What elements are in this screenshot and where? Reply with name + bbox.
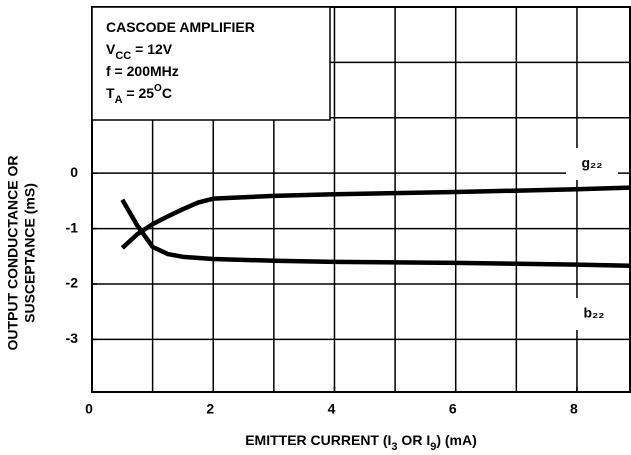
text-part: C bbox=[162, 85, 172, 101]
text-part: V bbox=[106, 41, 116, 57]
text-part: f = 200MHz bbox=[106, 63, 179, 79]
y-tick-label: -2 bbox=[66, 275, 79, 291]
series-label-bg bbox=[566, 148, 618, 180]
series-label-bg bbox=[568, 298, 620, 330]
x-tick-label: 8 bbox=[570, 401, 578, 417]
series-label: b₂₂ bbox=[584, 305, 605, 321]
annotation-box bbox=[91, 6, 331, 121]
text-part: EMITTER CURRENT (I bbox=[245, 432, 391, 448]
series-line bbox=[120, 198, 631, 268]
x-tick-label: 6 bbox=[449, 401, 457, 417]
text-part: = 25 bbox=[123, 85, 155, 101]
y-tick-label: -1 bbox=[66, 219, 79, 235]
y-axis-label: SUSCEPTANCE (mS) bbox=[22, 183, 38, 323]
text-part: A bbox=[115, 94, 123, 106]
annotation-text: VCC = 12V bbox=[106, 41, 173, 62]
text-part: = 12V bbox=[131, 41, 173, 57]
text-part: OR I bbox=[398, 432, 431, 448]
x-tick-label: 0 bbox=[85, 401, 93, 417]
x-tick-label: 4 bbox=[328, 401, 336, 417]
annotation-text: f = 200MHz bbox=[106, 63, 179, 79]
text-part: 3 bbox=[391, 441, 397, 453]
y-axis-label: OUTPUT CONDUCTANCE OR bbox=[5, 156, 21, 351]
plot-frame bbox=[91, 6, 631, 393]
text-part: CASCODE AMPLIFIER bbox=[106, 19, 255, 35]
annotation-text: CASCODE AMPLIFIER bbox=[106, 19, 255, 35]
annotation-text: TA = 25OC bbox=[106, 83, 172, 106]
text-part: 9 bbox=[430, 441, 436, 453]
y-tick-label: 0 bbox=[70, 164, 78, 180]
x-tick-label: 2 bbox=[206, 401, 214, 417]
text-part: CC bbox=[115, 50, 131, 62]
text-part: T bbox=[106, 85, 115, 101]
series-line bbox=[120, 185, 631, 250]
text-part: ) (mA) bbox=[436, 432, 476, 448]
y-tick-label: -3 bbox=[66, 330, 79, 346]
annotation-text: EMITTER CURRENT (I3 OR I9) (mA) bbox=[245, 432, 477, 453]
text-part: O bbox=[154, 83, 162, 94]
series-label: g₂₂ bbox=[582, 155, 603, 171]
